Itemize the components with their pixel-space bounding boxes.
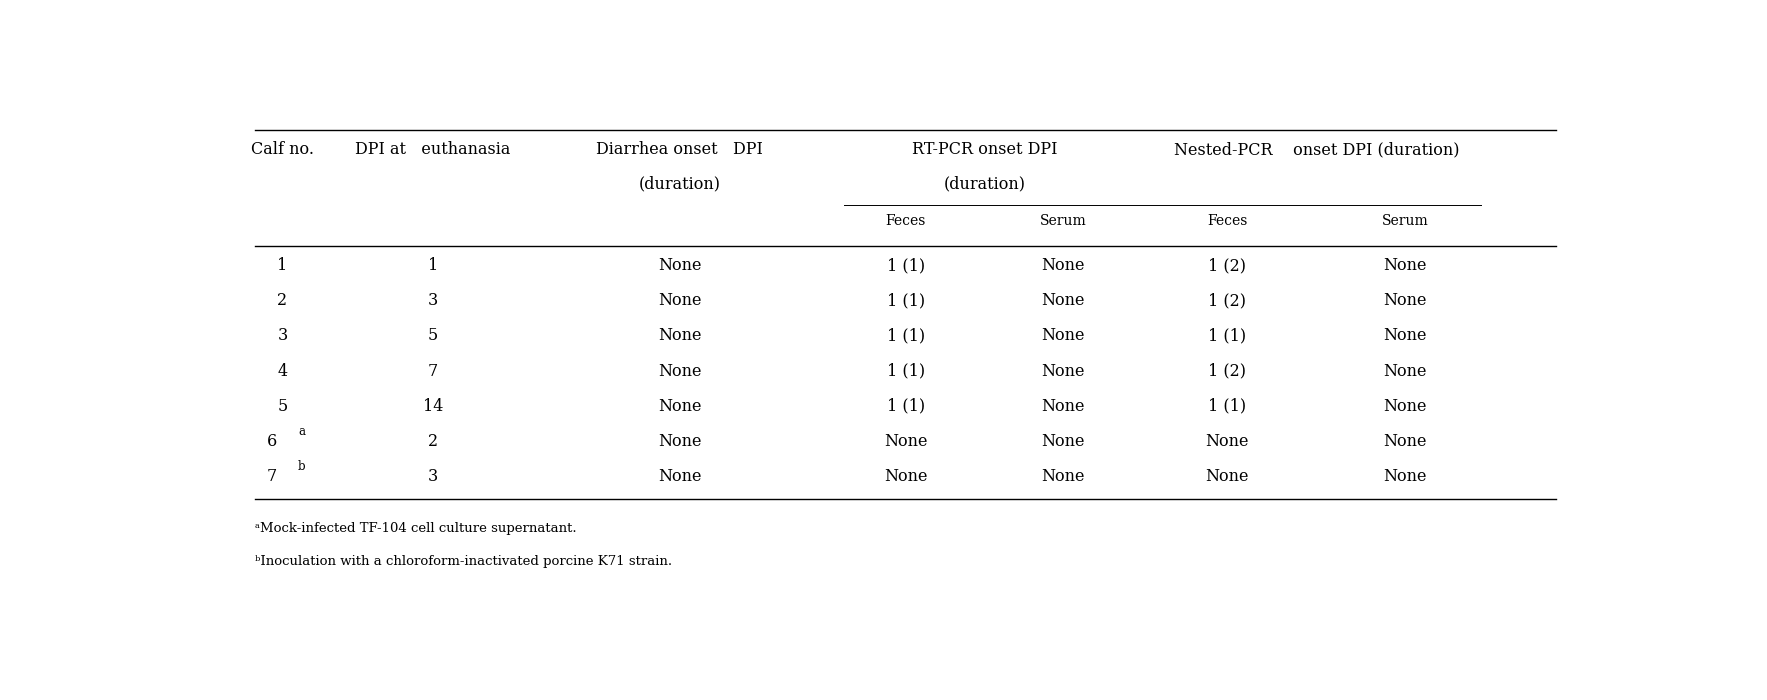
Text: None: None: [884, 468, 928, 484]
Text: None: None: [1041, 398, 1085, 414]
Text: 1 (1): 1 (1): [1209, 328, 1246, 344]
Text: 1: 1: [277, 258, 288, 274]
Text: None: None: [1384, 258, 1428, 274]
Text: 5: 5: [277, 398, 288, 414]
Text: 2: 2: [428, 433, 438, 449]
Text: None: None: [1384, 468, 1428, 484]
Text: (duration): (duration): [638, 175, 721, 192]
Text: Diarrhea onset   DPI: Diarrhea onset DPI: [595, 141, 763, 158]
Text: None: None: [657, 293, 701, 309]
Text: 1 (1): 1 (1): [887, 363, 924, 379]
Text: 1 (1): 1 (1): [887, 258, 924, 274]
Text: Calf no.: Calf no.: [251, 141, 315, 158]
Text: Serum: Serum: [1039, 214, 1087, 228]
Text: None: None: [1041, 258, 1085, 274]
Text: 1 (1): 1 (1): [887, 293, 924, 309]
Text: 1 (1): 1 (1): [1209, 398, 1246, 414]
Text: Feces: Feces: [885, 214, 926, 228]
Text: None: None: [1041, 293, 1085, 309]
Text: RT-PCR onset DPI: RT-PCR onset DPI: [912, 141, 1057, 158]
Text: None: None: [657, 363, 701, 379]
Text: 4: 4: [277, 363, 288, 379]
Text: 3: 3: [277, 328, 288, 344]
Text: None: None: [1041, 363, 1085, 379]
Text: (duration): (duration): [944, 175, 1025, 192]
Text: None: None: [1384, 433, 1428, 449]
Text: 3: 3: [428, 468, 438, 484]
Text: None: None: [1205, 468, 1249, 484]
Text: a: a: [299, 425, 306, 438]
Text: 14: 14: [422, 398, 444, 414]
Text: 1: 1: [428, 258, 438, 274]
Text: None: None: [1384, 328, 1428, 344]
Text: None: None: [657, 258, 701, 274]
Text: None: None: [657, 433, 701, 449]
Text: None: None: [1384, 363, 1428, 379]
Text: None: None: [1205, 433, 1249, 449]
Text: 7: 7: [267, 468, 277, 484]
Text: 6: 6: [267, 433, 277, 449]
Text: None: None: [657, 328, 701, 344]
Text: 2: 2: [277, 293, 288, 309]
Text: None: None: [1041, 468, 1085, 484]
Text: Feces: Feces: [1207, 214, 1248, 228]
Text: None: None: [657, 398, 701, 414]
Text: 1 (1): 1 (1): [887, 398, 924, 414]
Text: 7: 7: [428, 363, 438, 379]
Text: Nested-PCR    onset DPI (duration): Nested-PCR onset DPI (duration): [1173, 141, 1460, 158]
Text: None: None: [884, 433, 928, 449]
Text: None: None: [1041, 433, 1085, 449]
Text: ᵇInoculation with a chloroform-inactivated porcine K71 strain.: ᵇInoculation with a chloroform-inactivat…: [254, 554, 671, 568]
Text: None: None: [1384, 398, 1428, 414]
Text: None: None: [657, 468, 701, 484]
Text: DPI at   euthanasia: DPI at euthanasia: [355, 141, 511, 158]
Text: 5: 5: [428, 328, 438, 344]
Text: 3: 3: [428, 293, 438, 309]
Text: Serum: Serum: [1382, 214, 1430, 228]
Text: None: None: [1384, 293, 1428, 309]
Text: None: None: [1041, 328, 1085, 344]
Text: 1 (2): 1 (2): [1209, 293, 1246, 309]
Text: 1 (2): 1 (2): [1209, 363, 1246, 379]
Text: 1 (2): 1 (2): [1209, 258, 1246, 274]
Text: ᵃMock-infected TF-104 cell culture supernatant.: ᵃMock-infected TF-104 cell culture super…: [254, 522, 576, 536]
Text: 1 (1): 1 (1): [887, 328, 924, 344]
Text: b: b: [299, 460, 306, 473]
